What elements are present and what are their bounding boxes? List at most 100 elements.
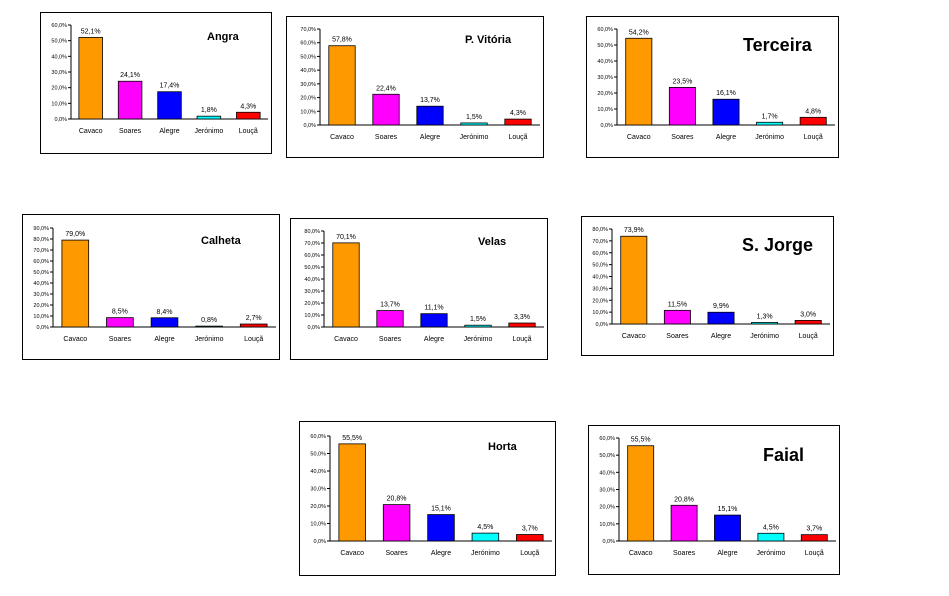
data-label: 15,1% xyxy=(718,506,738,513)
x-tick-label: Soares xyxy=(671,134,694,141)
y-tick-label: 50,0% xyxy=(310,452,326,458)
x-tick-label: Cavaco xyxy=(334,336,358,343)
data-label: 1,3% xyxy=(757,313,773,320)
y-tick-label: 90,0% xyxy=(33,226,49,232)
y-tick-label: 0,0% xyxy=(600,123,613,129)
data-label: 52,1% xyxy=(81,28,101,35)
chart-panel-terceira: Terceira 0,0% 10,0% 20,0% 30,0% 40,0% 50,0% 60… xyxy=(586,16,839,158)
y-tick-label: 10,0% xyxy=(310,522,326,528)
chart-panel-angra: Angra 0,0% 10,0% 20,0% 30,0% 40,0% 50,0% 60,0%… xyxy=(40,12,272,154)
data-label: 4,5% xyxy=(477,524,493,531)
data-label: 55,5% xyxy=(342,435,362,442)
x-tick-label: Alegre xyxy=(420,134,440,141)
y-tick-label: 80,0% xyxy=(592,227,608,233)
data-label: 0,8% xyxy=(201,317,217,324)
x-tick-label: Cavaco xyxy=(622,333,646,340)
y-tick-label: 20,0% xyxy=(310,504,326,510)
bar xyxy=(376,310,404,328)
bar xyxy=(471,532,500,542)
data-label: 3,7% xyxy=(806,526,822,533)
y-tick-label: 50,0% xyxy=(51,39,67,45)
data-label: 4,8% xyxy=(805,108,821,115)
bar xyxy=(78,36,103,120)
x-tick-label: Louçã xyxy=(508,134,527,141)
y-tick-label: 80,0% xyxy=(304,229,320,235)
bar xyxy=(196,115,222,120)
x-tick-label: Louçã xyxy=(804,134,823,141)
bar xyxy=(61,239,90,328)
bar-chart-horta: 0,0% 10,0% 20,0% 30,0% 40,0% 50,0% 60,0% 55,5% C… xyxy=(310,434,552,557)
data-label: 4,3% xyxy=(510,110,526,117)
x-tick-label: Soares xyxy=(379,336,402,343)
data-label: 11,5% xyxy=(668,301,687,308)
y-tick-label: 40,0% xyxy=(33,281,49,287)
x-tick-label: Cavaco xyxy=(330,134,354,141)
bar xyxy=(663,309,691,325)
bar-chart-terceira: 0,0% 10,0% 20,0% 30,0% 40,0% 50,0% 60,0% 54,2% C… xyxy=(597,27,835,141)
data-label: 20,8% xyxy=(387,496,407,503)
data-label: 4,5% xyxy=(763,524,779,531)
data-label: 3,7% xyxy=(522,526,538,533)
bar-chart-velas: 0,0% 10,0% 20,0% 30,0% 40,0% 50,0% 60,0% 70,0% 8… xyxy=(304,229,544,343)
y-tick-label: 20,0% xyxy=(597,91,613,97)
bar xyxy=(794,320,822,325)
bar xyxy=(712,98,740,126)
y-tick-label: 0,0% xyxy=(595,322,608,328)
x-tick-label: Cavaco xyxy=(627,134,651,141)
x-tick-label: Jerónimo xyxy=(464,336,493,343)
x-tick-label: Alegre xyxy=(711,333,731,340)
y-tick-label: 30,0% xyxy=(51,70,67,76)
data-label: 55,5% xyxy=(631,437,651,444)
y-tick-label: 60,0% xyxy=(304,253,320,259)
bar xyxy=(620,235,648,325)
y-tick-label: 50,0% xyxy=(304,265,320,271)
chart-panel-calheta: Calheta 0,0% 10,0% 20,0% 30,0% 40,0% 50,0% 60,… xyxy=(22,214,280,360)
y-tick-label: 60,0% xyxy=(310,434,326,440)
x-tick-label: Jerónimo xyxy=(195,336,224,343)
chart-title: Horta xyxy=(488,441,517,453)
x-tick-label: Cavaco xyxy=(340,550,364,557)
y-tick-label: 20,0% xyxy=(304,301,320,307)
x-tick-label: Louçã xyxy=(799,333,818,340)
y-tick-label: 50,0% xyxy=(599,453,615,459)
data-label: 70,1% xyxy=(336,234,356,241)
data-label: 2,7% xyxy=(246,315,262,322)
data-label: 3,0% xyxy=(800,311,816,318)
y-tick-label: 40,0% xyxy=(300,68,316,74)
data-label: 4,3% xyxy=(240,103,256,110)
bar xyxy=(372,93,400,126)
y-tick-label: 70,0% xyxy=(33,248,49,254)
chart-title: Calheta xyxy=(201,235,241,247)
chart-panel-faial: Faial 0,0% 10,0% 20,0% 30,0% 40,0% 50,0% 60,0%… xyxy=(588,425,840,575)
bar xyxy=(799,116,827,126)
chart-title: Terceira xyxy=(743,35,812,55)
x-tick-label: Jerónimo xyxy=(195,128,224,135)
data-label: 16,1% xyxy=(716,90,736,97)
y-tick-label: 60,0% xyxy=(300,41,316,47)
data-label: 8,4% xyxy=(157,309,173,316)
y-tick-label: 30,0% xyxy=(310,487,326,493)
data-label: 57,8% xyxy=(332,37,352,44)
x-tick-label: Jerónimo xyxy=(755,134,784,141)
y-tick-label: 60,0% xyxy=(599,436,615,442)
data-label: 17,4% xyxy=(160,83,180,90)
bar xyxy=(670,504,698,542)
y-tick-label: 50,0% xyxy=(33,270,49,276)
data-label: 22,4% xyxy=(376,85,396,92)
x-tick-label: Jerónimo xyxy=(460,134,489,141)
y-tick-label: 60,0% xyxy=(597,27,613,33)
y-tick-label: 0,0% xyxy=(313,539,326,545)
y-tick-label: 10,0% xyxy=(33,314,49,320)
y-tick-label: 50,0% xyxy=(597,43,613,49)
data-label: 1,5% xyxy=(466,114,482,121)
y-tick-label: 40,0% xyxy=(597,59,613,65)
data-label: 23,5% xyxy=(672,78,692,85)
y-tick-label: 60,0% xyxy=(592,251,608,257)
bar xyxy=(751,322,779,325)
chart-panel-horta: Horta 0,0% 10,0% 20,0% 30,0% 40,0% 50,0% 60,0%… xyxy=(299,421,556,576)
bar xyxy=(427,514,455,542)
x-tick-label: Louçã xyxy=(520,550,539,557)
bar xyxy=(117,80,143,120)
x-tick-label: Alegre xyxy=(717,550,737,557)
y-tick-label: 0,0% xyxy=(307,325,320,331)
